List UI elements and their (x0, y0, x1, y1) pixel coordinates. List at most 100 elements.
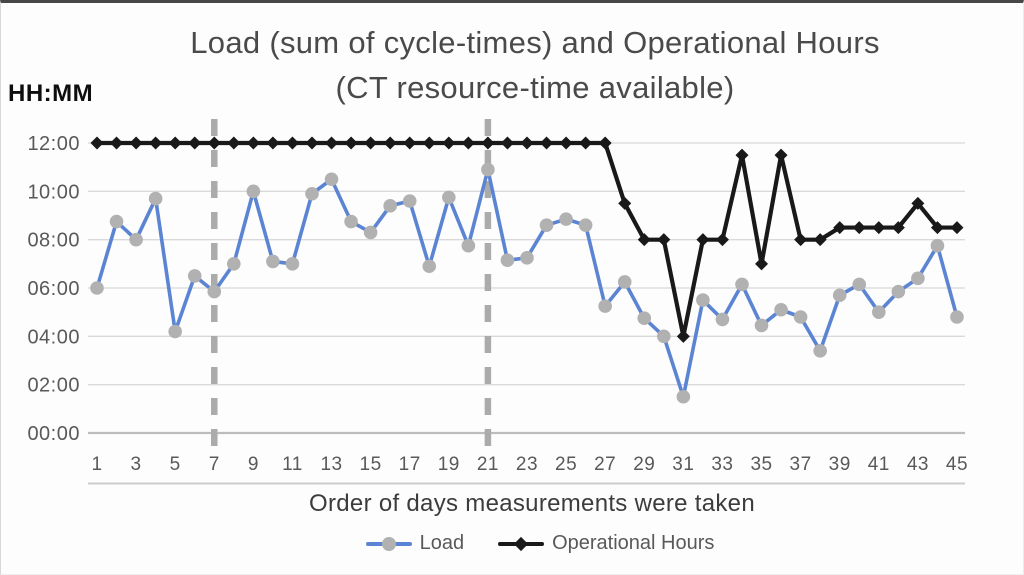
operational-hours-point-day-8 (227, 136, 241, 150)
x-tick-label: 43 (907, 454, 929, 475)
load-point-day-43 (911, 271, 925, 286)
load-point-day-27 (598, 299, 612, 313)
load-point-day-21 (481, 162, 495, 177)
load-point-day-35 (754, 318, 769, 333)
load-point-day-6 (187, 269, 202, 283)
y-tick-label: 06:00 (27, 278, 80, 300)
load-point-day-10 (266, 254, 280, 269)
operational-hours-marker-icon (514, 536, 529, 551)
operational-hours-point-day-35 (755, 257, 769, 271)
legend-item-operational-hours: Operational Hours (498, 532, 714, 555)
load-point-day-33 (715, 312, 730, 327)
operational-hours-point-day-5 (168, 136, 182, 150)
load-point-day-31 (676, 389, 691, 404)
operational-hours-point-day-22 (500, 136, 514, 150)
x-tick-label: 1 (91, 454, 102, 475)
operational-hours-point-day-28 (618, 196, 632, 210)
operational-hours-point-day-18 (422, 136, 436, 150)
operational-hours-point-day-36 (774, 148, 788, 162)
operational-hours-point-day-14 (344, 136, 358, 150)
operational-hours-point-day-37 (794, 233, 808, 247)
legend: Load Operational Hours (28, 532, 1024, 555)
operational-hours-point-day-1 (90, 136, 104, 150)
load-point-day-45 (950, 310, 964, 324)
operational-hours-point-day-23 (520, 136, 534, 150)
x-tick-label: 23 (516, 454, 538, 475)
y-tick-label: 04:00 (27, 326, 80, 348)
load-point-day-40 (852, 277, 867, 292)
operational-hours-point-day-21 (481, 136, 495, 150)
x-tick-label: 9 (248, 454, 259, 475)
legend-label-operational-hours: Operational Hours (552, 532, 715, 554)
legend-label-load: Load (419, 532, 465, 554)
operational-hours-point-day-15 (364, 136, 378, 150)
operational-hours-line-swatch (498, 536, 545, 551)
load-point-day-36 (774, 302, 788, 317)
operational-hours-point-day-16 (383, 136, 397, 150)
x-tick-label: 21 (477, 454, 499, 475)
load-point-day-13 (324, 172, 339, 187)
x-tick-label: 25 (555, 454, 577, 475)
x-tick-label: 39 (829, 454, 851, 475)
x-tick-label: 3 (131, 454, 142, 475)
x-tick-label: 45 (946, 454, 968, 475)
operational-hours-point-day-29 (637, 233, 651, 247)
load-line (95, 167, 959, 399)
load-point-day-12 (305, 186, 319, 201)
chart-title-line1: Load (sum of cycle-times) and Operationa… (190, 25, 880, 60)
load-line-swatch (365, 536, 412, 551)
load-point-day-23 (520, 250, 534, 265)
load-point-day-28 (617, 275, 632, 289)
load-marker-icon (381, 536, 396, 551)
operational-hours-point-day-9 (246, 136, 260, 150)
operational-hours-point-day-19 (442, 136, 456, 150)
load-point-day-37 (793, 310, 808, 324)
x-tick-label: 31 (672, 454, 694, 475)
operational-hours-point-day-33 (715, 233, 729, 247)
x-tick-label: 33 (711, 454, 733, 475)
operational-hours-point-day-34 (735, 148, 749, 162)
operational-hours-point-day-7 (207, 136, 221, 150)
operational-hours-point-day-6 (188, 136, 202, 150)
operational-hours-point-day-20 (461, 136, 475, 150)
load-point-day-26 (578, 218, 593, 232)
x-tick-label: 29 (633, 454, 655, 475)
load-point-day-25 (559, 212, 573, 226)
load-point-day-20 (461, 238, 476, 253)
load-point-day-9 (246, 184, 261, 199)
operational-hours-point-day-4 (149, 136, 163, 150)
y-tick-label: 00:00 (27, 423, 80, 445)
x-tick-label: 5 (170, 454, 181, 475)
operational-hours-point-day-43 (911, 196, 925, 210)
load-point-day-14 (344, 214, 358, 229)
load-point-day-32 (696, 293, 710, 307)
load-point-day-16 (383, 199, 397, 213)
load-point-day-8 (227, 257, 241, 271)
load-point-day-3 (129, 232, 143, 247)
load-point-day-41 (872, 305, 886, 319)
load-point-day-18 (422, 259, 437, 274)
operational-hours-point-day-10 (266, 136, 280, 150)
load-point-day-30 (657, 329, 671, 344)
operational-hours-point-day-26 (579, 136, 593, 150)
load-point-day-38 (813, 344, 827, 358)
operational-hours-point-day-40 (852, 221, 866, 235)
operational-hours-point-day-44 (930, 221, 944, 235)
load-point-day-42 (891, 284, 906, 299)
operational-hours-point-day-13 (325, 136, 339, 150)
x-tick-label: 35 (750, 454, 772, 475)
load-point-day-15 (363, 225, 378, 240)
operational-hours-point-day-11 (285, 136, 299, 150)
x-tick-label: 15 (360, 454, 382, 475)
operational-hours-point-day-39 (833, 221, 847, 235)
load-point-day-17 (402, 194, 417, 208)
load-point-day-29 (637, 311, 652, 326)
load-point-day-2 (109, 214, 124, 229)
chart-title-line2: (CT resource-time available) (335, 70, 735, 105)
x-tick-label: 11 (282, 454, 303, 475)
load-point-day-39 (832, 288, 847, 303)
x-tick-label: 13 (320, 454, 342, 475)
x-axis-title: Order of days measurements were taken (309, 490, 755, 517)
x-tick-label: 41 (868, 454, 890, 475)
load-point-day-44 (930, 238, 945, 253)
